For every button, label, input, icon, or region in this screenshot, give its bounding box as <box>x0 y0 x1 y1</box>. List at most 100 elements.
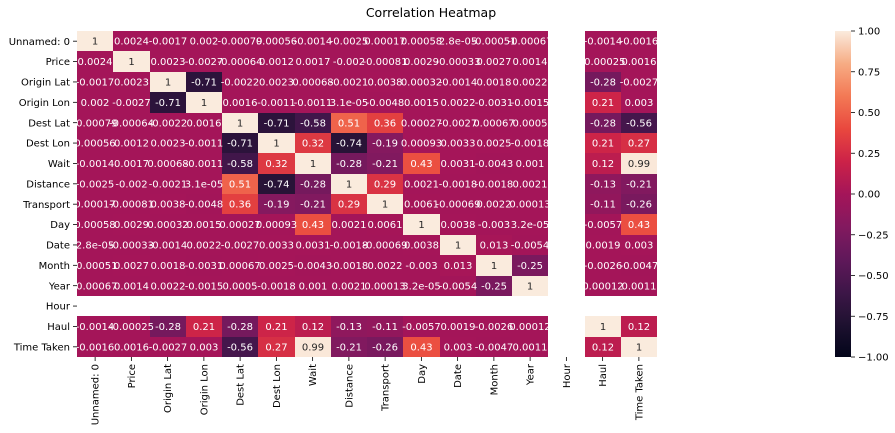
cell-annotation: -0.003 <box>478 220 510 231</box>
heatmap-cell <box>186 133 222 153</box>
heatmap-cell <box>512 133 548 153</box>
cell-annotation: 0.0023 <box>151 57 186 68</box>
cell-annotation: 0.0016 <box>223 98 258 109</box>
cell-annotation: 2.8e-05 <box>439 37 477 48</box>
heatmap-cell <box>476 255 512 276</box>
heatmap-cell <box>295 235 331 255</box>
cell-annotation: 0.43 <box>410 159 432 170</box>
heatmap-cell <box>150 194 186 214</box>
heatmap-cell <box>77 72 113 92</box>
cell-annotation: 3.1e-05 <box>330 98 368 109</box>
cell-annotation: -0.002 <box>333 57 365 68</box>
cell-annotation: -0.00081 <box>109 200 154 211</box>
cell-annotation: 1 <box>310 159 316 170</box>
heatmap-cell <box>295 316 331 337</box>
cell-annotation: 0.0017 <box>296 57 331 68</box>
heatmap-cell <box>403 31 440 51</box>
cell-annotation: -0.71 <box>191 78 217 89</box>
heatmap-cell <box>258 174 295 194</box>
x-tick-label: Hour <box>562 363 573 388</box>
heatmap-cell <box>367 51 403 72</box>
cell-annotation: 0.21 <box>265 322 287 333</box>
cell-annotation: 0.0024 <box>114 37 149 48</box>
cell-annotation: -0.0025 <box>76 180 115 191</box>
heatmap-cell <box>113 51 150 72</box>
cell-annotation: -0.0021 <box>330 78 369 89</box>
heatmap-cell <box>186 214 222 235</box>
cell-annotation: -0.00051 <box>73 261 118 272</box>
heatmap-cell <box>222 51 258 72</box>
x-tick-label: Day <box>417 364 428 384</box>
cell-annotation: -0.00079 <box>73 119 118 130</box>
heatmap-cell <box>222 235 258 255</box>
cell-annotation: 0.00017 <box>364 37 405 48</box>
heatmap-cell <box>186 255 222 276</box>
cell-annotation: 0.00027 <box>401 119 442 130</box>
cell-annotation: 1 <box>636 343 642 354</box>
cell-annotation: 0.0025 <box>477 139 512 150</box>
heatmap-cell <box>77 337 113 357</box>
y-tick-label: Wait <box>48 159 70 170</box>
y-tick-label: Hour <box>46 302 71 313</box>
heatmap-cell <box>621 72 657 92</box>
cell-annotation: -0.0018 <box>475 180 514 191</box>
heatmap-cell <box>77 153 113 174</box>
heatmap-cell <box>77 113 113 133</box>
cell-annotation: 0.43 <box>302 220 324 231</box>
cell-annotation: 1 <box>273 139 279 150</box>
cell-annotation: -0.0048 <box>185 200 224 211</box>
x-tick-label: Dest Lat <box>236 364 247 406</box>
heatmap-cell <box>113 337 150 357</box>
heatmap-cell <box>403 174 440 194</box>
heatmap-cell <box>512 72 548 92</box>
cell-annotation: 0.00067 <box>219 261 260 272</box>
heatmap-cell <box>186 316 222 337</box>
heatmap-cell <box>367 255 403 276</box>
heatmap-cell <box>150 235 186 255</box>
heatmap-cell <box>585 31 621 51</box>
heatmap-cell <box>258 51 295 72</box>
cell-annotation: 0.29 <box>338 200 360 211</box>
heatmap-cell <box>186 337 222 357</box>
heatmap-cell <box>367 194 403 214</box>
cell-annotation: 0.0022 <box>441 98 476 109</box>
heatmap-cell <box>621 276 657 296</box>
cell-annotation: -0.19 <box>264 200 290 211</box>
heatmap-cell <box>512 276 548 296</box>
cell-annotation: -0.0057 <box>584 220 623 231</box>
cell-annotation: -0.0043 <box>294 261 333 272</box>
heatmap-cell <box>476 194 512 214</box>
heatmap-cell <box>403 316 440 337</box>
heatmap-cell <box>331 255 367 276</box>
heatmap-cell <box>331 92 367 113</box>
cell-annotation: 0.0017 <box>114 159 149 170</box>
cell-annotation: 0.0016 <box>187 119 222 130</box>
heatmap-cell <box>512 235 548 255</box>
heatmap-cell <box>258 235 295 255</box>
heatmap-cell <box>150 316 186 337</box>
heatmap-cell <box>367 316 403 337</box>
heatmap-cell <box>77 133 113 153</box>
cell-annotation: 0.0015 <box>187 220 222 231</box>
cell-annotation: -0.28 <box>227 322 253 333</box>
cell-annotation: -0.0016 <box>76 343 115 354</box>
cell-annotation: 0.0023 <box>259 78 294 89</box>
cell-annotation: 0.0015 <box>404 98 439 109</box>
heatmap-cell <box>367 214 403 235</box>
cell-annotation: -0.71 <box>155 98 181 109</box>
heatmap-cell <box>295 92 331 113</box>
chart-title: Correlation Heatmap <box>366 5 496 20</box>
cell-annotation: -0.002 <box>115 180 147 191</box>
heatmap-cell <box>258 337 295 357</box>
cell-annotation: 0.0027 <box>114 261 149 272</box>
y-tick-label: Date <box>46 241 70 252</box>
cell-annotation: 0.0014 <box>114 282 149 293</box>
cell-annotation: -0.0027 <box>112 98 151 109</box>
cell-annotation: 0.0014 <box>513 57 548 68</box>
heatmap-cell <box>295 174 331 194</box>
heatmap-cell <box>295 255 331 276</box>
heatmap-cell <box>440 92 476 113</box>
heatmap-cell <box>440 337 476 357</box>
cell-annotation: -0.0018 <box>511 139 550 150</box>
heatmap-cell <box>258 133 295 153</box>
